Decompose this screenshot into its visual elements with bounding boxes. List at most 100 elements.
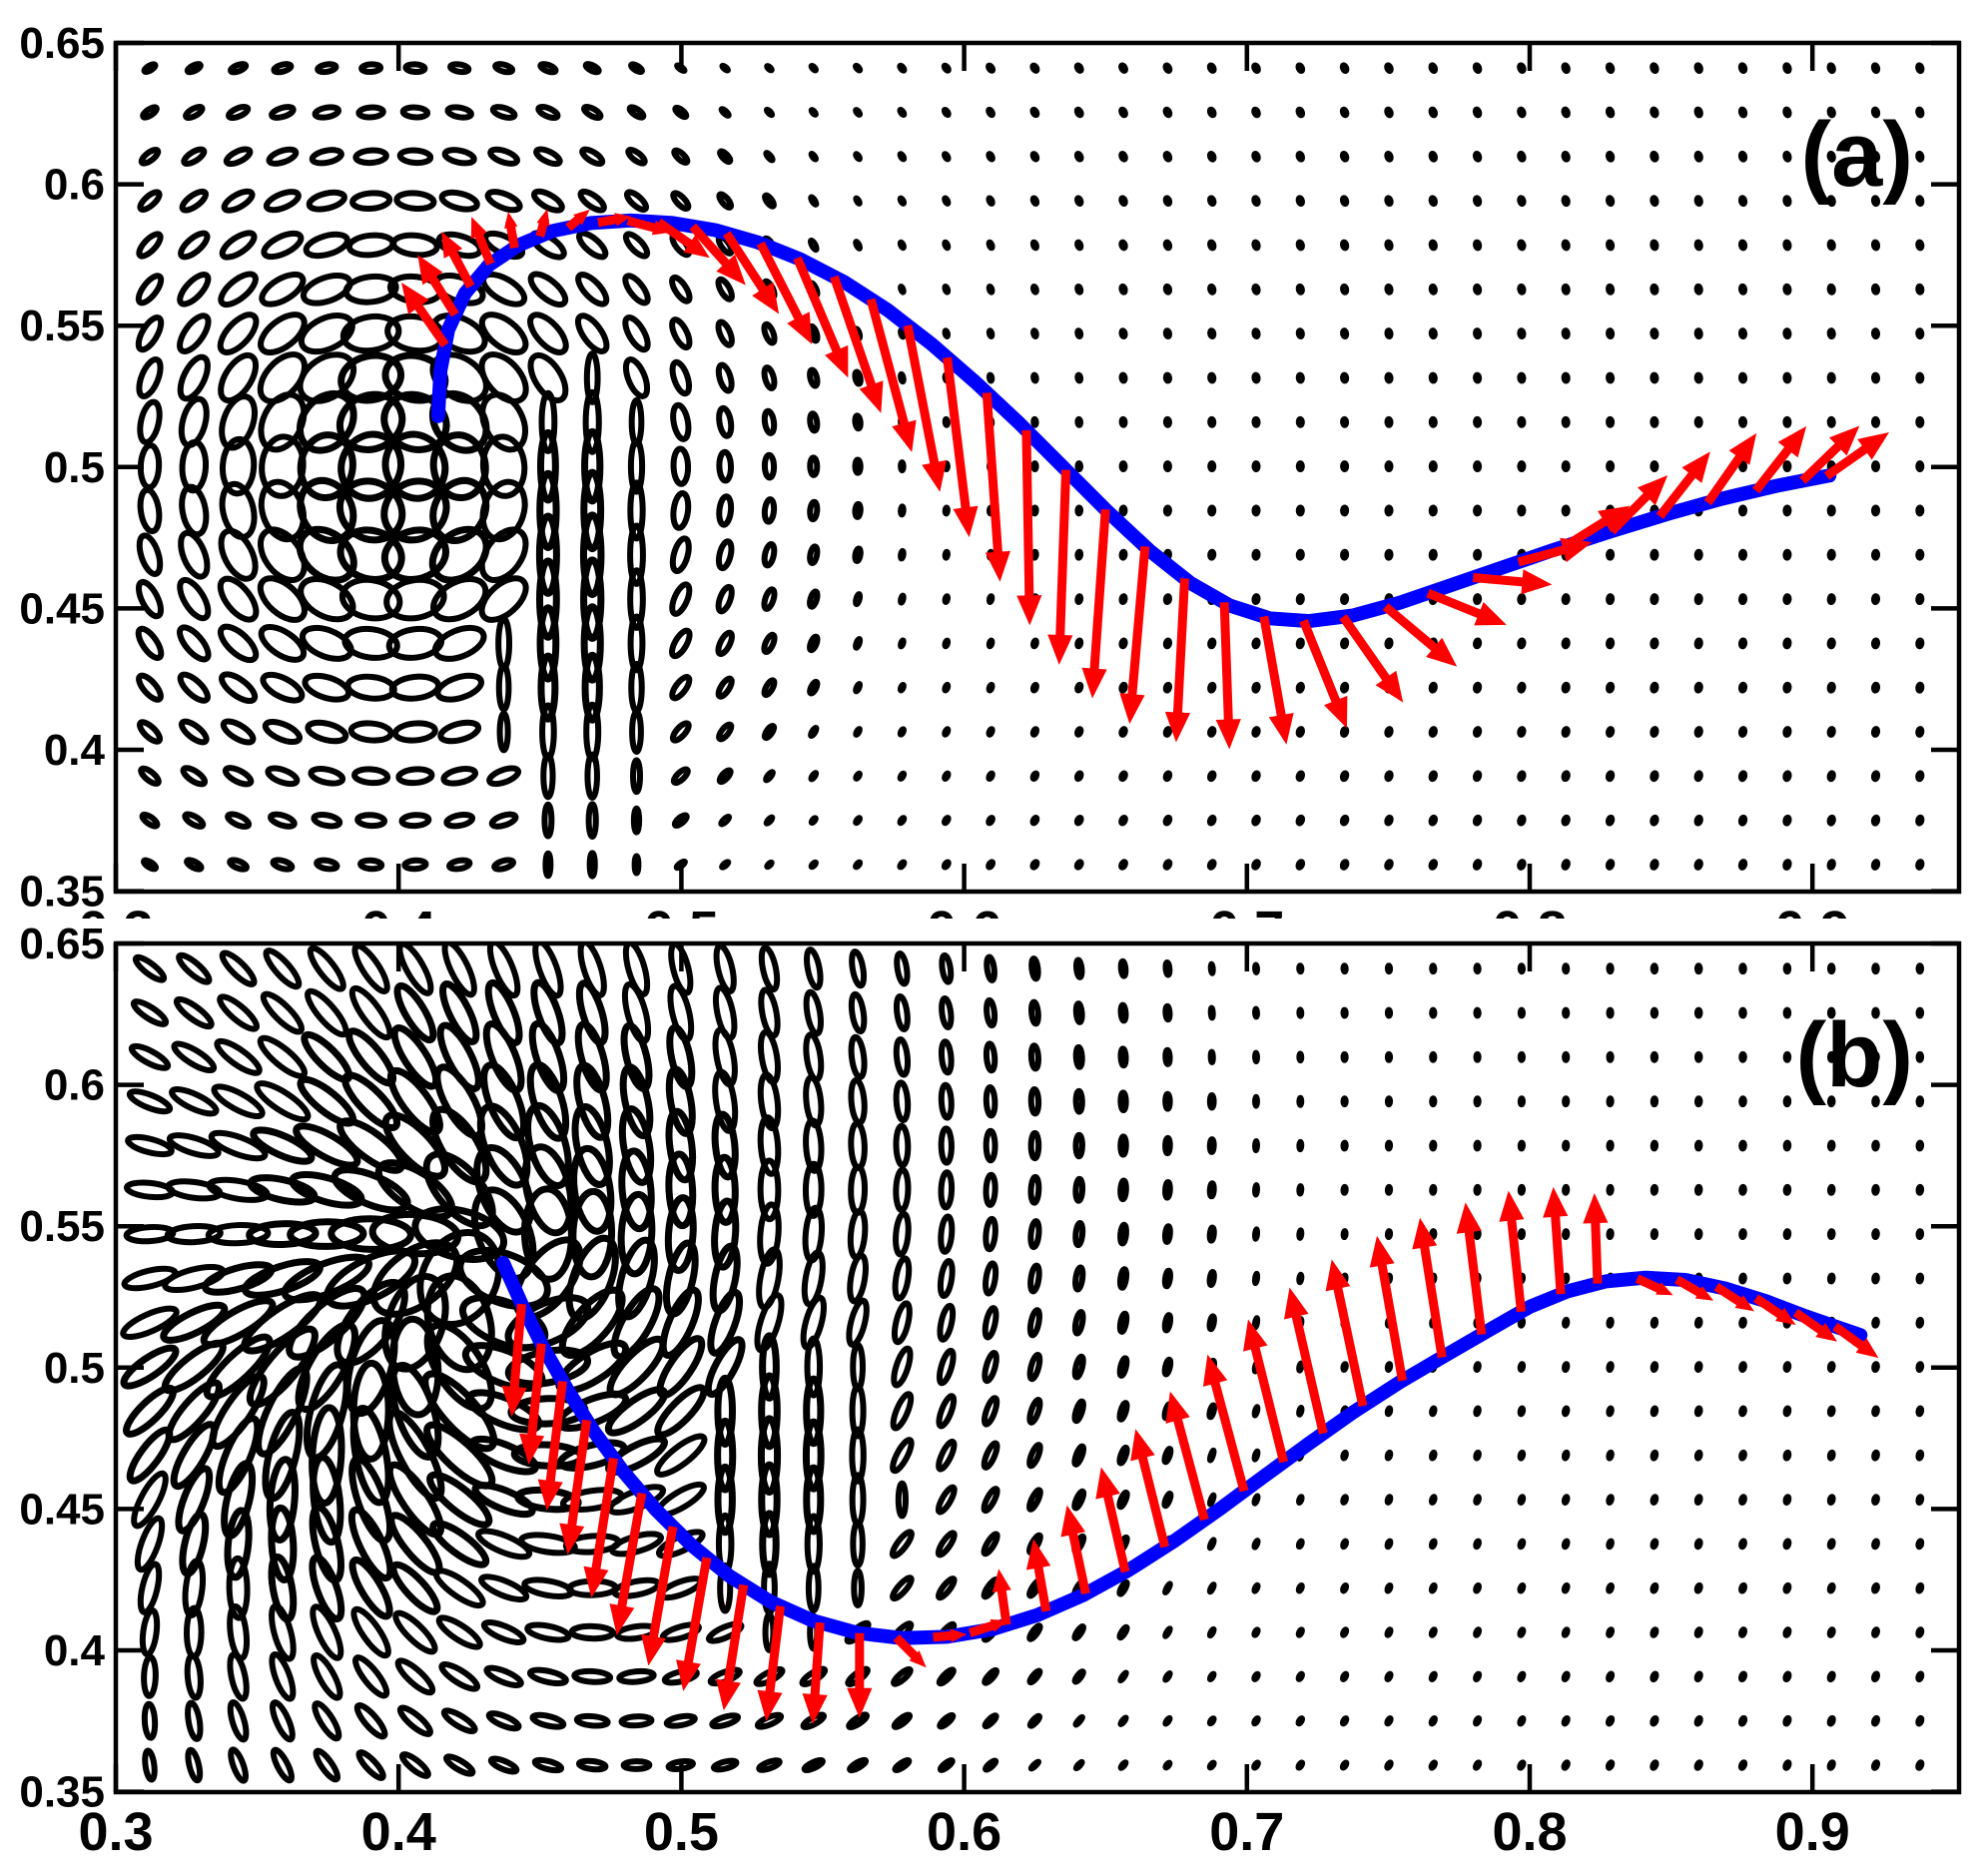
tensor-ellipse-glyph: [1162, 371, 1172, 384]
arrow-shaft: [1065, 1522, 1090, 1595]
tensor-ellipse-glyph: [536, 557, 560, 641]
tensor-ellipse-glyph: [1561, 726, 1571, 738]
tensor-ellipse-glyph: [1915, 1714, 1925, 1727]
tensor-ellipse-glyph: [716, 448, 735, 484]
tensor-ellipse-glyph: [214, 1037, 263, 1076]
tensor-ellipse-glyph: [1251, 327, 1261, 340]
tensor-ellipse-glyph: [757, 1415, 782, 1496]
tensor-ellipse-glyph: [217, 993, 261, 1032]
tensor-ellipse-glyph: [1738, 1405, 1747, 1418]
arrow-head: [922, 459, 948, 492]
tensor-ellipse-glyph: [1606, 1228, 1615, 1241]
tensor-ellipse-glyph: [1251, 239, 1261, 252]
tensor-ellipse-glyph: [540, 752, 556, 801]
tensor-ellipse-glyph: [891, 1300, 913, 1346]
tensor-ellipse-glyph: [1384, 283, 1394, 296]
tensor-ellipse-glyph: [480, 1618, 527, 1646]
tensor-ellipse-glyph: [807, 633, 821, 654]
tensor-ellipse-glyph: [1029, 106, 1040, 119]
tensor-ellipse-glyph: [271, 61, 295, 76]
tensor-ellipse-glyph: [1693, 1714, 1703, 1727]
arrow-shaft: [1506, 1208, 1526, 1313]
tensor-ellipse-glyph: [1517, 1095, 1526, 1108]
tensor-ellipse-glyph: [1162, 770, 1173, 783]
tensor-ellipse-glyph: [1473, 1139, 1482, 1152]
tensor-ellipse-glyph: [1295, 637, 1305, 650]
tensor-ellipse-glyph: [533, 146, 563, 168]
tensor-ellipse-glyph: [225, 811, 253, 830]
tensor-ellipse-glyph: [1206, 1625, 1217, 1639]
tensor-ellipse-glyph: [1738, 1272, 1747, 1285]
tensor-ellipse-glyph: [1339, 859, 1350, 871]
tensor-ellipse-glyph: [535, 103, 561, 122]
tensor-ellipse-glyph: [1826, 1714, 1836, 1727]
tensor-ellipse-glyph: [942, 548, 951, 561]
tensor-ellipse-glyph: [935, 1530, 958, 1559]
tensor-ellipse-glyph: [1206, 195, 1217, 208]
tensor-ellipse-glyph: [479, 433, 528, 499]
tensor-ellipse-glyph: [351, 943, 390, 994]
tensor-ellipse-glyph: [808, 859, 819, 871]
tensor-ellipse-glyph: [807, 678, 821, 697]
tensor-ellipse-glyph: [761, 586, 778, 612]
tensor-ellipse-glyph: [1340, 327, 1350, 340]
tensor-ellipse-glyph: [1473, 371, 1483, 384]
tensor-ellipse-glyph: [1517, 1006, 1526, 1019]
tensor-ellipse-glyph: [1428, 415, 1438, 428]
tensor-ellipse-glyph: [1870, 726, 1881, 738]
tensor-ellipse-glyph: [1117, 957, 1129, 979]
tensor-ellipse-glyph: [579, 146, 606, 167]
tensor-ellipse-glyph: [228, 61, 250, 76]
tensor-ellipse-glyph: [1561, 814, 1571, 827]
tensor-ellipse-glyph: [1207, 960, 1216, 976]
tensor-ellipse-glyph: [1116, 1489, 1130, 1511]
tensor-ellipse-glyph: [986, 770, 995, 782]
arrow-head: [1728, 432, 1757, 465]
tensor-ellipse-glyph: [1915, 1183, 1925, 1196]
tensor-ellipse-glyph: [1738, 1626, 1747, 1638]
tensor-ellipse-glyph: [392, 1609, 438, 1655]
tensor-ellipse-glyph: [938, 1125, 955, 1166]
tensor-ellipse-glyph: [803, 988, 824, 1037]
tensor-ellipse-glyph: [1693, 1316, 1703, 1329]
tensor-ellipse-glyph: [942, 770, 952, 782]
arrow-head: [1638, 474, 1668, 506]
tensor-ellipse-glyph: [1473, 1405, 1482, 1418]
tensor-ellipse-glyph: [1473, 1006, 1482, 1019]
tensor-ellipse-glyph: [1251, 726, 1261, 738]
tensor-ellipse-glyph: [941, 815, 952, 827]
tensor-ellipse-glyph: [1870, 770, 1881, 783]
tensor-ellipse-glyph: [217, 312, 260, 355]
arrow-shaft: [589, 1457, 618, 1581]
tensor-ellipse-glyph: [892, 1756, 913, 1774]
tensor-ellipse-glyph: [1915, 1050, 1925, 1063]
tensor-ellipse-glyph: [942, 151, 952, 163]
tensor-ellipse-glyph: [1162, 1759, 1173, 1771]
tensor-ellipse-glyph: [897, 770, 908, 782]
tensor-ellipse-glyph: [1650, 1050, 1659, 1063]
tensor-ellipse-glyph: [1826, 504, 1836, 517]
tensor-ellipse-glyph: [1027, 998, 1041, 1027]
tensor-ellipse-glyph: [1870, 637, 1881, 650]
tensor-ellipse-glyph: [936, 1666, 957, 1687]
tensor-ellipse-glyph: [480, 1061, 528, 1142]
tensor-ellipse-glyph: [715, 629, 735, 658]
tensor-ellipse-glyph: [219, 949, 258, 987]
tensor-ellipse-glyph: [1871, 1449, 1880, 1462]
tensor-ellipse-glyph: [715, 276, 735, 303]
tensor-ellipse-glyph: [1826, 1759, 1836, 1771]
arrow-shaft: [1375, 1252, 1407, 1382]
tensor-ellipse-glyph: [1606, 1538, 1615, 1551]
tensor-ellipse-glyph: [1118, 415, 1128, 428]
tensor-ellipse-glyph: [1517, 239, 1527, 252]
tensor-ellipse-glyph: [942, 504, 951, 517]
tensor-ellipse-glyph: [395, 766, 435, 787]
tensor-ellipse-glyph: [1561, 239, 1571, 252]
arrow-shaft: [764, 1605, 785, 1704]
tensor-ellipse-glyph: [281, 1253, 372, 1304]
tensor-ellipse-glyph: [1870, 681, 1881, 694]
tensor-ellipse-glyph: [1118, 239, 1128, 252]
tensor-ellipse-glyph: [1118, 62, 1128, 74]
arrow-head: [441, 231, 463, 259]
tensor-ellipse-glyph: [495, 662, 512, 713]
